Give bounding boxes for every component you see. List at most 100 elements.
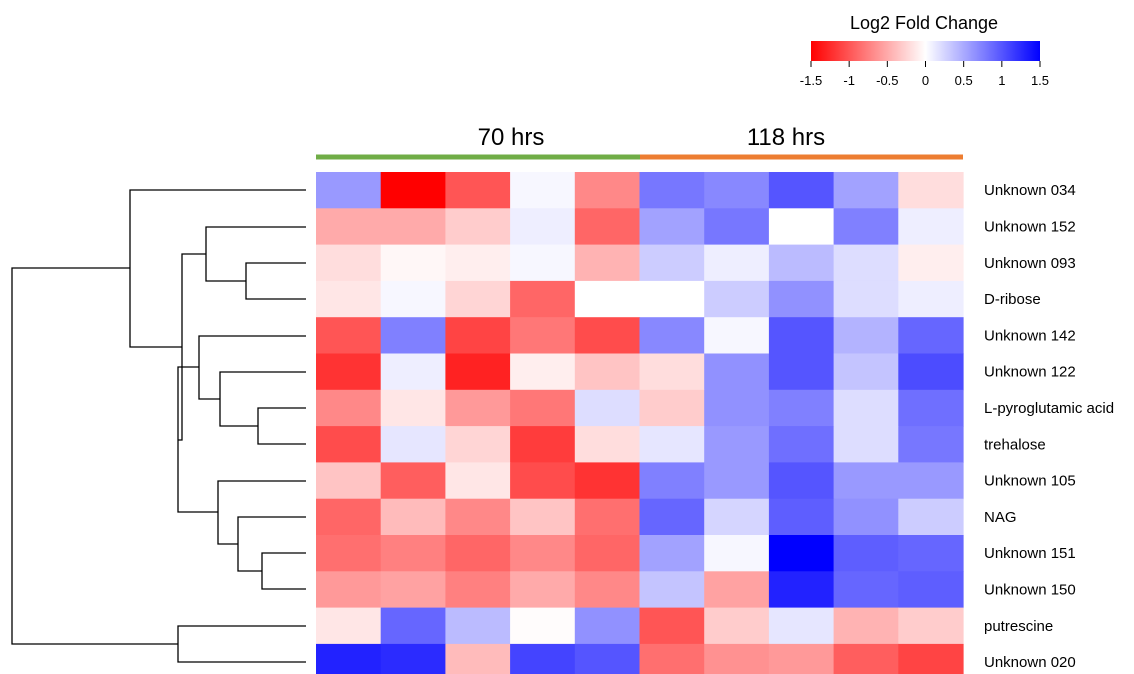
heatmap-cell bbox=[445, 353, 511, 391]
heatmap-cell bbox=[704, 426, 770, 463]
heatmap-cell bbox=[510, 353, 576, 391]
legend-color-bar bbox=[811, 41, 1040, 61]
heatmap-cell bbox=[574, 353, 641, 391]
heatmap-cell bbox=[768, 353, 835, 391]
heatmap-cell bbox=[574, 244, 641, 282]
row-label: putrescine bbox=[984, 618, 1053, 635]
heatmap-cell bbox=[704, 643, 770, 674]
heatmap-cell bbox=[510, 535, 576, 572]
heatmap-cell bbox=[510, 426, 576, 463]
dendrogram-branch bbox=[178, 253, 206, 441]
heatmap-cell bbox=[574, 317, 641, 355]
heatmap-cell bbox=[510, 571, 576, 609]
heatmap-cell bbox=[768, 643, 835, 674]
heatmap-cell bbox=[704, 498, 770, 536]
heatmap-cell bbox=[639, 244, 705, 282]
legend-title: Log2 Fold Change bbox=[850, 13, 998, 33]
legend-tick-label: 0.5 bbox=[955, 73, 973, 88]
heatmap-cell bbox=[574, 208, 641, 246]
heatmap-cell bbox=[445, 208, 511, 246]
heatmap-cell bbox=[704, 172, 770, 209]
heatmap-cell bbox=[445, 535, 511, 572]
legend-tick-label: 1.5 bbox=[1031, 73, 1049, 88]
heatmap-cell bbox=[510, 172, 576, 209]
heatmap-cell bbox=[316, 643, 382, 674]
heatmap-cell bbox=[768, 607, 835, 645]
heatmap-cell bbox=[833, 462, 899, 500]
heatmap-cell bbox=[574, 462, 641, 500]
heatmap-cell bbox=[510, 607, 576, 645]
heatmap-cell bbox=[833, 643, 899, 674]
dendrogram-branch bbox=[245, 262, 306, 300]
heatmap-cell bbox=[704, 462, 770, 500]
heatmap-cell bbox=[510, 280, 576, 318]
heatmap-cell bbox=[380, 172, 446, 209]
heatmap-cell bbox=[574, 571, 641, 609]
heatmap-cell bbox=[898, 462, 964, 500]
heatmap-cell bbox=[316, 426, 382, 463]
heatmap-cell bbox=[898, 426, 964, 463]
heatmap-cell bbox=[510, 643, 576, 674]
row-label: Unknown 151 bbox=[984, 545, 1076, 562]
heatmap-cell bbox=[574, 607, 641, 645]
heatmap-cell bbox=[898, 607, 964, 645]
heatmap-cell bbox=[445, 172, 511, 209]
heatmap-cell bbox=[380, 462, 446, 500]
row-dendrogram bbox=[11, 189, 306, 663]
dendrogram-root bbox=[11, 267, 178, 645]
heatmap-cell bbox=[445, 498, 511, 536]
row-label: Unknown 142 bbox=[984, 327, 1076, 344]
heatmap-cell bbox=[639, 607, 705, 645]
row-label: Unknown 122 bbox=[984, 364, 1076, 381]
heatmap-cell bbox=[833, 208, 899, 246]
heatmap-cell bbox=[898, 208, 964, 246]
heatmap-cell bbox=[380, 244, 446, 282]
heatmap-cell bbox=[316, 389, 382, 427]
dendrogram-branch bbox=[257, 407, 306, 445]
heatmap-cell bbox=[316, 208, 382, 246]
heatmap-cell bbox=[574, 643, 641, 674]
heatmap-cell bbox=[704, 208, 770, 246]
heatmap-cell bbox=[445, 280, 511, 318]
heatmap-cell bbox=[445, 462, 511, 500]
heatmap-cell bbox=[316, 571, 382, 609]
dendrogram-branch bbox=[217, 480, 306, 545]
heatmap-cell bbox=[510, 462, 576, 500]
heatmap-cell bbox=[704, 244, 770, 282]
heatmap-cell bbox=[833, 172, 899, 209]
heatmap-cell bbox=[768, 280, 835, 318]
heatmap-cell bbox=[898, 643, 964, 674]
row-label: Unknown 105 bbox=[984, 473, 1076, 490]
heatmap-cell bbox=[380, 535, 446, 572]
heatmap-cell bbox=[704, 571, 770, 609]
heatmap-cell bbox=[316, 498, 382, 536]
heatmap-cell bbox=[574, 535, 641, 572]
legend-tick-label: 1 bbox=[998, 73, 1005, 88]
heatmap-cell bbox=[898, 498, 964, 536]
heatmap-cell bbox=[316, 535, 382, 572]
row-label: NAG bbox=[984, 509, 1017, 526]
heatmap-cell bbox=[704, 607, 770, 645]
dendrogram-branch bbox=[198, 335, 306, 400]
heatmap-cell bbox=[833, 571, 899, 609]
heatmap-cell bbox=[639, 643, 705, 674]
heatmap-cell bbox=[768, 571, 835, 609]
heatmap-cell bbox=[639, 353, 705, 391]
heatmap-cells bbox=[316, 172, 964, 674]
heatmap-cell bbox=[380, 498, 446, 536]
heatmap-cell bbox=[639, 172, 705, 209]
heatmap-cell bbox=[898, 571, 964, 609]
heatmap-cell bbox=[380, 643, 446, 674]
heatmap-cell bbox=[445, 244, 511, 282]
legend-tick-label: 0 bbox=[922, 73, 929, 88]
heatmap-cell bbox=[574, 426, 641, 463]
row-label: Unknown 152 bbox=[984, 218, 1076, 235]
heatmap-cell bbox=[380, 317, 446, 355]
heatmap-cell bbox=[833, 607, 899, 645]
heatmap-cell bbox=[768, 426, 835, 463]
row-label: Unknown 093 bbox=[984, 255, 1076, 272]
heatmap-cell bbox=[833, 426, 899, 463]
heatmap-cell bbox=[574, 498, 641, 536]
heatmap-cell bbox=[768, 172, 835, 209]
